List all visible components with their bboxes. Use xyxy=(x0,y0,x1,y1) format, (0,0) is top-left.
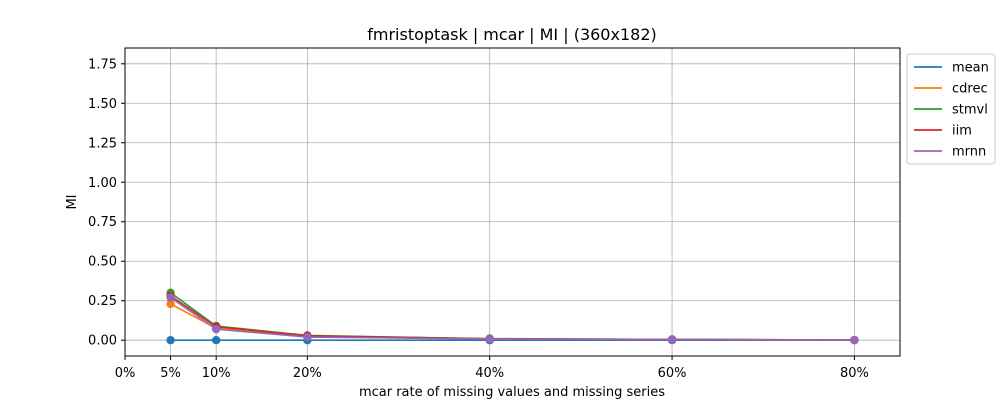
y-tick-label: 1.00 xyxy=(88,176,117,191)
x-tick-label: 40% xyxy=(475,366,504,381)
y-tick-label: 0.75 xyxy=(88,215,117,230)
x-tick-label: 60% xyxy=(658,366,687,381)
y-tick-label: 0.00 xyxy=(88,334,117,349)
x-tick-label: 20% xyxy=(293,366,322,381)
legend-label-iim: iim xyxy=(952,124,972,139)
data-point-mrnn xyxy=(485,334,494,344)
data-point-mrnn xyxy=(303,332,312,342)
series-iim xyxy=(166,291,859,345)
chart-title: fmristoptask | mcar | MI | (360x182) xyxy=(367,25,656,44)
series-mrnn xyxy=(166,293,859,345)
y-tick-label: 0.25 xyxy=(88,294,117,309)
x-tick-label: 80% xyxy=(840,366,869,381)
data-point-cdrec xyxy=(166,299,175,309)
data-point-mrnn xyxy=(850,335,859,345)
plot-frame xyxy=(124,47,901,357)
y-axis-label: MI xyxy=(65,194,80,209)
series-cdrec xyxy=(166,299,859,345)
x-axis-ticks: 0% 5% 10% 20% 40% 60% 80% xyxy=(115,356,869,381)
y-tick-label: 1.75 xyxy=(88,57,117,72)
legend: mean cdrec stmvl iim mrnn xyxy=(906,53,996,165)
legend-label-stmvl: stmvl xyxy=(952,103,988,118)
data-point-mean xyxy=(211,336,221,345)
y-axis-ticks: 0.00 0.25 0.50 0.75 1.00 1.25 1.50 1.75 xyxy=(88,57,125,349)
y-tick-label: 1.25 xyxy=(88,136,117,151)
data-point-mrnn xyxy=(166,293,175,302)
grid xyxy=(124,48,900,356)
x-tick-label: 0% xyxy=(115,366,136,381)
plot-series xyxy=(166,288,859,345)
data-point-mrnn xyxy=(211,324,221,334)
data-point-mean xyxy=(166,336,175,345)
data-point-mrnn xyxy=(667,335,677,344)
legend-label-mrnn: mrnn xyxy=(952,145,986,160)
y-tick-label: 1.50 xyxy=(88,97,117,112)
legend-label-mean: mean xyxy=(952,61,989,76)
legend-label-cdrec: cdrec xyxy=(952,82,988,97)
x-tick-label: 10% xyxy=(202,366,231,381)
legend-box xyxy=(906,53,996,165)
y-tick-label: 0.50 xyxy=(88,255,117,270)
series-stmvl xyxy=(166,288,859,345)
series-line-mrnn xyxy=(170,296,855,341)
x-tick-label: 5% xyxy=(160,366,181,381)
x-axis-label: mcar rate of missing values and missing … xyxy=(359,385,665,400)
